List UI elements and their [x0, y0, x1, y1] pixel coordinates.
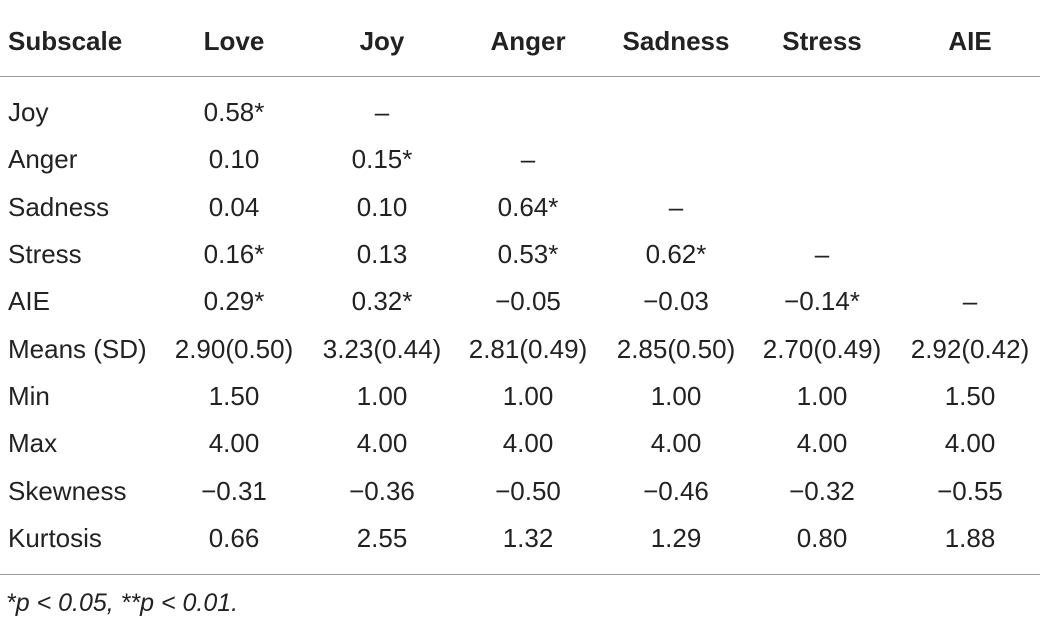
row-label: Anger [8, 144, 78, 175]
table-cell: 0.15* [351, 144, 413, 175]
table-cell: 0.32* [351, 286, 413, 317]
header-cell: Subscale [8, 26, 123, 56]
table-cell: −0.14* [784, 286, 860, 317]
table-cell: 0.62* [645, 239, 707, 269]
table-cell: 0.53* [497, 239, 559, 269]
table-cell: 0.16* [203, 239, 265, 269]
table-cell: 1.00 [650, 381, 702, 411]
row-label: Skewness [8, 475, 127, 506]
table-cell: 4.00 [944, 428, 996, 459]
table-cell: 0.13 [356, 239, 408, 269]
table-cell: 2.85(0.50) [616, 333, 736, 364]
table-cell: 1.00 [356, 381, 408, 411]
table-cell: 2.92(0.42) [910, 333, 1030, 364]
table-cell: −0.05 [495, 286, 561, 317]
table-cell: 4.00 [356, 428, 408, 459]
table-cell: −0.36 [349, 475, 415, 506]
row-label: Means (SD) [8, 333, 147, 364]
table-cell: 4.00 [502, 428, 554, 459]
header-cell: Love [203, 26, 265, 56]
row-label: AIE [8, 286, 50, 317]
row-label: Joy [8, 97, 49, 127]
table-cell: 4.00 [650, 428, 702, 459]
table-cell: 3.23(0.44) [322, 333, 442, 364]
table-cell: 0.66 [208, 523, 260, 553]
table-cell: −0.32 [789, 475, 855, 506]
table-cell: – [814, 239, 830, 269]
table-cell: – [374, 97, 390, 127]
header-rule [0, 76, 1040, 77]
table-cell: 0.64* [497, 191, 559, 222]
table-cell: 2.90(0.50) [174, 333, 294, 364]
table-cell: 0.04 [208, 191, 260, 222]
table-cell: 2.81(0.49) [468, 333, 588, 364]
table-cell: −0.46 [643, 475, 709, 506]
table-cell: – [668, 191, 684, 222]
header-cell: Anger [490, 26, 566, 56]
table-cell: 1.29 [650, 523, 702, 553]
table-cell: 4.00 [796, 428, 848, 459]
table-cell: 0.10 [208, 144, 260, 175]
table-cell: −0.50 [495, 475, 561, 506]
table-cell: 1.50 [208, 381, 260, 411]
table-cell: −0.31 [201, 475, 267, 506]
table-cell: – [520, 144, 536, 175]
row-label: Sadness [8, 191, 110, 222]
header-cell: Stress [782, 26, 862, 56]
table-cell: 1.00 [502, 381, 554, 411]
header-cell: AIE [948, 26, 992, 56]
table-cell: 2.55 [356, 523, 408, 553]
table-cell: 1.50 [944, 381, 996, 411]
row-label: Min [8, 381, 50, 411]
footnote: *p < 0.05, **p < 0.01. [6, 589, 239, 617]
table-cell: 1.00 [796, 381, 848, 411]
header-cell: Sadness [622, 26, 730, 56]
table-cell: 1.32 [502, 523, 554, 553]
table-cell: −0.03 [643, 286, 709, 317]
table-cell: −0.55 [937, 475, 1003, 506]
table-cell: – [962, 286, 978, 317]
table-cell: 1.88 [944, 523, 996, 553]
row-label: Kurtosis [8, 523, 102, 553]
table-cell: 0.58* [203, 97, 265, 127]
header-cell: Joy [359, 26, 405, 56]
bottom-rule [0, 574, 1040, 575]
table-cell: 0.10 [356, 191, 408, 222]
table-cell: 2.70(0.49) [762, 333, 882, 364]
table-cell: 0.29* [203, 286, 265, 317]
table-cell: 0.80 [796, 523, 848, 553]
table-cell: 4.00 [208, 428, 260, 459]
row-label: Max [8, 428, 58, 459]
row-label: Stress [8, 239, 82, 269]
